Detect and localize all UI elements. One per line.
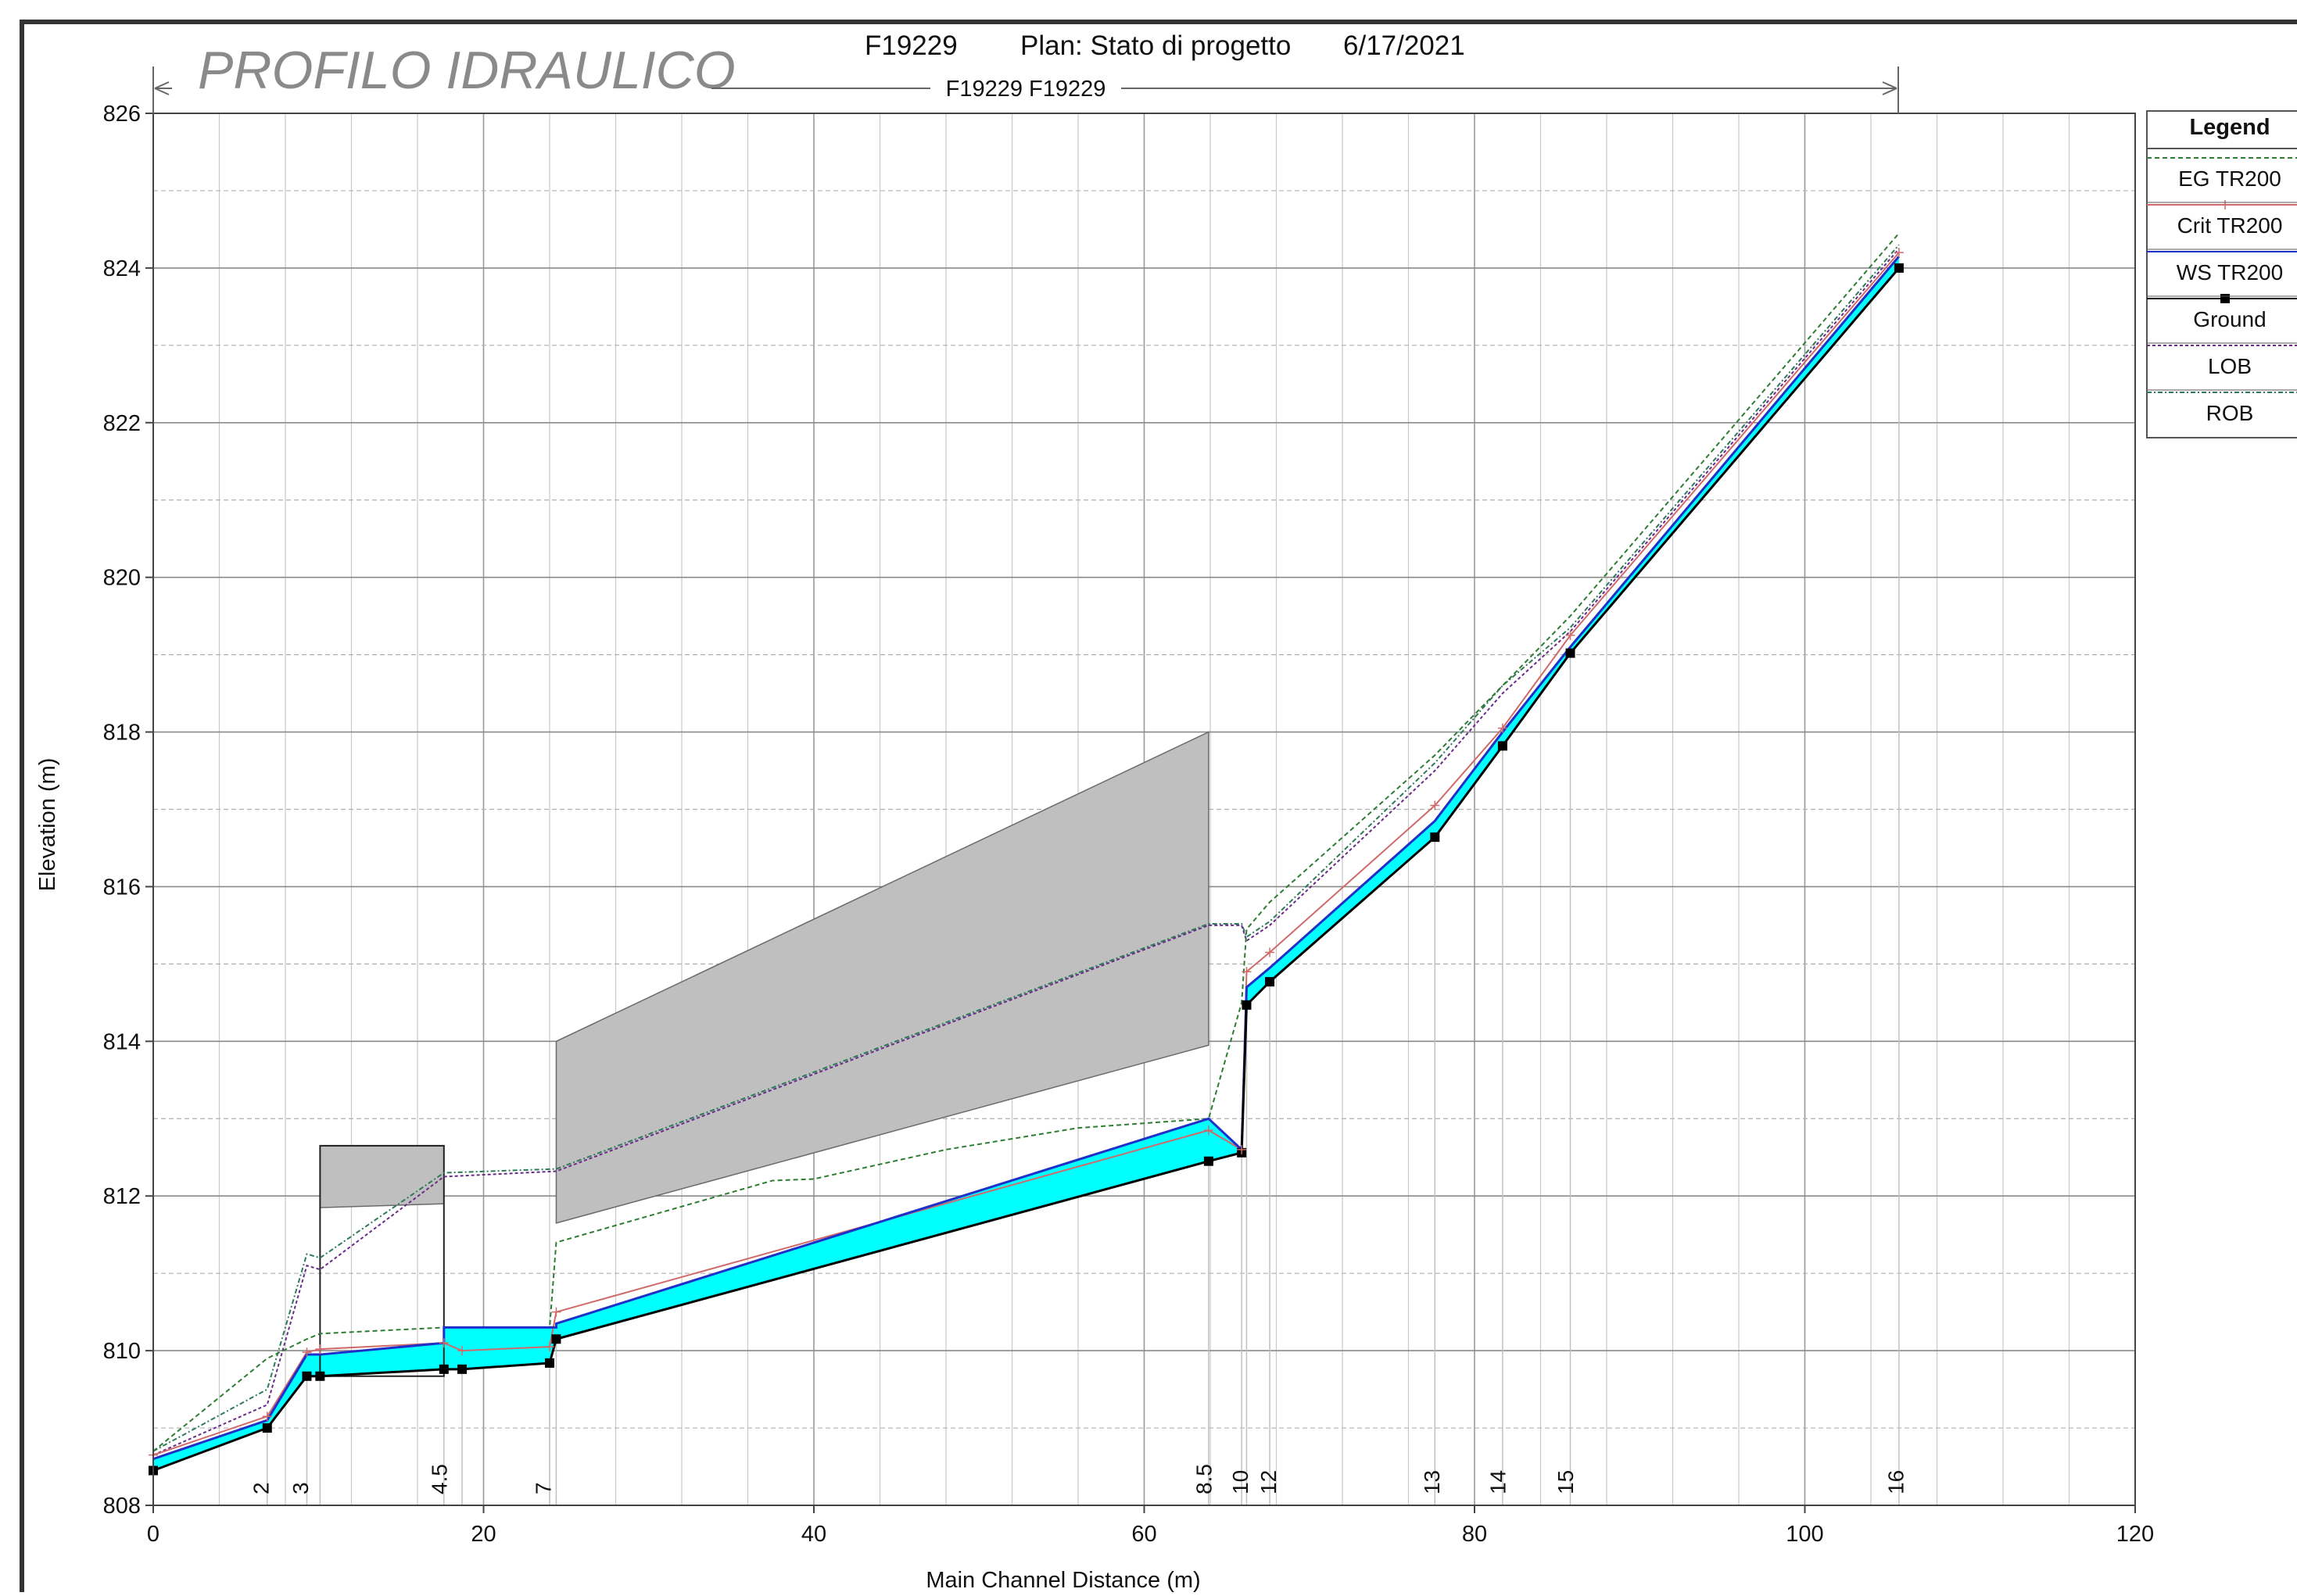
section-labels: 2 3 4.5 7 8.5 10 12 13 14 15 16	[249, 1464, 1908, 1494]
legend: Legend EG TR200 Crit TR200 WS TR200 Ground L…	[2146, 110, 2297, 438]
crit-point	[551, 1307, 561, 1317]
legend-title: Legend	[2189, 115, 2270, 140]
x-tick-label: 20	[471, 1522, 496, 1547]
section-label: 8.5	[1192, 1464, 1217, 1494]
section-label: 7	[532, 1482, 556, 1494]
series-line-lob	[152, 248, 1900, 1456]
plan-name: Plan: Stato di progetto	[1020, 30, 1291, 61]
ground-point	[551, 1334, 561, 1344]
section-label: 10	[1228, 1470, 1252, 1494]
y-tick-label: 808	[103, 1494, 141, 1519]
structure-outline	[319, 1144, 445, 1377]
y-tick-label: 810	[103, 1339, 141, 1364]
ground-point	[1242, 1000, 1252, 1010]
legend-item-label: WS TR200	[2177, 260, 2283, 284]
plan-date: 6/17/2021	[1343, 30, 1465, 61]
x-tick-label: 0	[147, 1522, 159, 1547]
y-tick-label: 814	[103, 1029, 141, 1054]
crit-point	[1242, 967, 1252, 977]
structure-deck	[319, 1145, 445, 1208]
ground-point	[315, 1371, 325, 1381]
section-label: 15	[1553, 1470, 1578, 1494]
crit-point	[1203, 1125, 1213, 1136]
section-label: 3	[288, 1482, 313, 1494]
y-tick-label: 820	[103, 566, 141, 591]
x-tick-label: 40	[801, 1522, 826, 1547]
section-label: 2	[249, 1482, 273, 1494]
crit-point	[1237, 1144, 1247, 1154]
crit-point	[545, 1342, 554, 1352]
crit-point	[262, 1412, 272, 1422]
section-label: 4.5	[427, 1464, 451, 1494]
x-tick-label: 80	[1462, 1522, 1487, 1547]
y-tick-label: 812	[103, 1184, 141, 1209]
ground-point	[1565, 648, 1575, 658]
y-axis-label: Elevation (m)	[35, 758, 60, 892]
ground-point	[1430, 832, 1440, 843]
ground-point	[1894, 263, 1904, 273]
x-axis-label: Main Channel Distance (m)	[926, 1568, 1200, 1592]
x-tick-label: 60	[1131, 1522, 1156, 1547]
legend-item-label: EG TR200	[2178, 166, 2281, 191]
crit-point	[1565, 630, 1575, 640]
legend-item-label: Ground	[2193, 307, 2266, 331]
structure-deck	[555, 731, 1209, 1224]
ground-point	[1497, 741, 1507, 751]
axis-ticks: 0 20 40 60 80 100 120 808 810 812 814 816 818 820 822 8…	[103, 102, 2155, 1547]
legend-item-label: ROB	[2206, 401, 2254, 425]
grid	[152, 113, 2136, 1506]
crit-point	[315, 1344, 325, 1354]
ground-point	[302, 1371, 312, 1381]
ground-point	[439, 1364, 449, 1374]
crit-point	[302, 1347, 312, 1358]
crit-point	[439, 1338, 449, 1348]
page-title: PROFILO IDRAULICO	[198, 41, 736, 100]
reach-label: F19229 F19229	[946, 77, 1106, 102]
crit-point	[1430, 800, 1440, 811]
crit-point	[457, 1346, 468, 1356]
section-label: 14	[1486, 1470, 1510, 1494]
crit-point	[1265, 947, 1275, 957]
section-label: 12	[1256, 1470, 1281, 1494]
ground-point	[1265, 977, 1275, 987]
legend-marker	[2220, 294, 2230, 303]
crit-point	[1894, 248, 1904, 258]
reach-arrow	[152, 66, 1899, 113]
y-tick-label: 824	[103, 256, 141, 281]
structures	[319, 731, 1209, 1377]
series-line-rob	[152, 244, 1900, 1452]
y-tick-label: 816	[103, 875, 141, 900]
legend-item-label: LOB	[2208, 354, 2252, 378]
ground-point	[1203, 1156, 1213, 1166]
ground-point	[262, 1423, 272, 1433]
section-label: 13	[1420, 1470, 1444, 1494]
ground-point	[545, 1358, 554, 1368]
y-tick-label: 818	[103, 721, 141, 746]
section-lines	[152, 267, 1900, 1505]
ground-point	[457, 1364, 468, 1374]
y-tick-label: 826	[103, 102, 141, 127]
crit-point	[1497, 723, 1507, 733]
legend-marker	[2220, 200, 2230, 209]
series-line-ws-tr200	[152, 256, 1901, 1461]
y-tick-label: 822	[103, 411, 141, 436]
x-tick-label: 100	[1786, 1522, 1823, 1547]
series-line-ground	[152, 267, 1901, 1472]
series-line-eg-tr200	[152, 232, 1900, 1452]
legend-item-label: Crit TR200	[2177, 213, 2283, 238]
section-label: 16	[1884, 1470, 1908, 1494]
project-name: F19229	[865, 30, 958, 61]
series-lines	[152, 232, 1901, 1472]
x-tick-label: 120	[2116, 1522, 2154, 1547]
series-markers	[149, 248, 1904, 1476]
